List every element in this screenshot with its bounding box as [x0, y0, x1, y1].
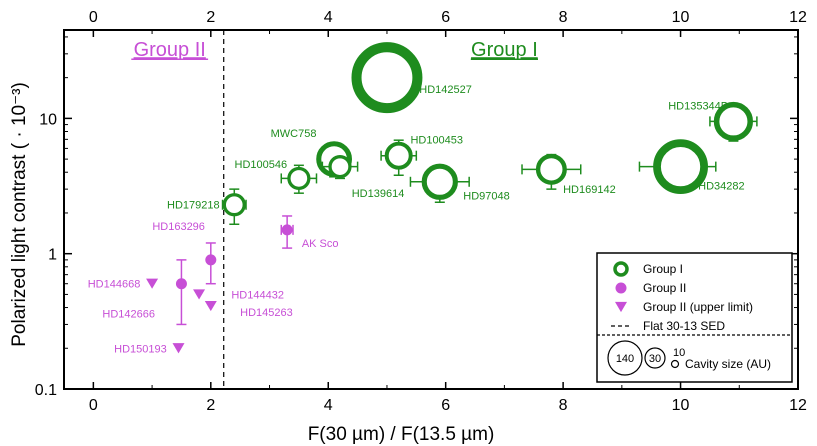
y-tick-label: 1	[48, 247, 57, 264]
series-group-i: HD142527 HD135344B HD100453 MWC758 HD139614 H…	[167, 42, 758, 226]
data-point: HD97048	[409, 163, 510, 203]
x-tick-label-top: 12	[789, 9, 807, 26]
point-label: HD100546	[235, 159, 288, 171]
point-label: HD100453	[410, 134, 463, 146]
y-axis-label: Polarized light contrast ( · 10⁻³)	[9, 82, 30, 347]
cavity-value: 30	[649, 353, 661, 365]
cavity-ring-30	[644, 347, 666, 369]
x-tick-label: 6	[441, 397, 450, 414]
data-group: HD142527 HD135344B HD100453 MWC758 HD139614 H…	[88, 42, 758, 355]
data-point: HD163296	[152, 221, 217, 285]
point-label: HD97048	[463, 190, 509, 202]
legend-entry: Group II	[615, 281, 686, 295]
cavity-value: 10	[673, 347, 685, 359]
x-tick-label: 12	[789, 397, 807, 414]
triangle-marker	[146, 278, 159, 289]
x-tick-label: 4	[324, 397, 333, 414]
triangle-marker	[204, 300, 217, 312]
ring-marker	[287, 166, 311, 191]
x-tick-label: 10	[672, 397, 690, 414]
point-label: HD179218	[167, 200, 220, 212]
point-label: HD169142	[563, 184, 616, 196]
group-title: Group I	[471, 39, 538, 61]
legend-entry: Group I	[613, 261, 683, 277]
data-point: HD144432	[193, 289, 284, 301]
ring-marker	[328, 155, 352, 179]
triangle-marker	[193, 289, 206, 300]
x-tick-label-top: 10	[672, 9, 690, 26]
plot-frame	[63, 29, 799, 390]
point-label: HD142666	[102, 309, 155, 321]
y-tick-label: 0.1	[35, 382, 57, 399]
x-tick-label-top: 6	[441, 9, 450, 26]
point-label: HD150193	[114, 343, 167, 355]
circle-marker	[205, 254, 217, 266]
point-label: HD142527	[419, 84, 472, 96]
data-point: AK Sco	[280, 215, 339, 250]
cavity-ring-140	[607, 340, 643, 376]
point-label: HD163296	[152, 221, 205, 233]
legend-label: Group II (upper limit)	[643, 300, 753, 314]
cavity-value: 140	[616, 353, 634, 365]
data-point: HD100453	[380, 134, 463, 176]
legend-entry: Flat 30-13 SED	[611, 319, 725, 333]
x-tick-label: 2	[206, 397, 215, 414]
legend-label: Group II	[643, 281, 686, 295]
triangle-marker	[172, 343, 185, 354]
point-label: AK Sco	[302, 238, 339, 250]
data-point: HD179218	[167, 188, 247, 226]
x-tick-label-top: 4	[324, 9, 333, 26]
circle-marker	[175, 278, 187, 290]
ring-marker	[421, 163, 458, 200]
x-tick-label-top: 2	[206, 9, 215, 26]
point-label: MWC758	[271, 128, 317, 140]
legend: Group I Group II Group II (upper limit) Fla…	[596, 252, 793, 383]
data-point: HD100546	[235, 159, 318, 194]
data-point: HD169142	[521, 153, 616, 196]
series-group-ii-upper-limit-: HD144668 HD144432 HD145263 HD150193	[88, 278, 293, 355]
cavity-scale-label: Cavity size (AU)	[685, 357, 771, 371]
data-point: HD139614	[321, 155, 405, 200]
point-label: HD145263	[240, 307, 293, 319]
point-label: HD144432	[231, 289, 284, 301]
axes-group: 0 0 2 2 4 4 6 6 8 8 10 10 12 12 0.1 1 10 F(30 µm) / F(13.…	[9, 9, 807, 445]
ring-marker	[384, 141, 413, 170]
legend-triangle-marker	[615, 301, 627, 313]
x-tick-label: 0	[89, 397, 98, 414]
group-title: Group II	[134, 39, 206, 61]
point-label: HD135344B	[668, 100, 728, 112]
data-point: HD145263	[204, 300, 293, 319]
data-point: HD142666	[102, 259, 187, 326]
x-axis-label: F(30 µm) / F(13.5 µm)	[308, 424, 495, 445]
point-label: HD139614	[352, 188, 405, 200]
legend-circle-marker	[615, 282, 627, 294]
ring-marker	[351, 42, 423, 114]
ring-marker	[535, 153, 567, 185]
series-group-ii: AK Sco HD163296 HD142666	[102, 215, 339, 326]
y-tick-label: 10	[39, 111, 57, 128]
point-label: HD144668	[88, 279, 141, 291]
legend-label: Flat 30-13 SED	[643, 319, 725, 333]
legend-ring-marker	[613, 261, 629, 277]
data-point: HD142527	[351, 42, 472, 114]
point-label: HD34282	[698, 180, 744, 192]
legend-entry: Group II (upper limit)	[615, 300, 753, 314]
ring-marker	[653, 139, 708, 195]
x-tick-label-top: 0	[89, 9, 98, 26]
data-point: HD150193	[114, 343, 185, 355]
circle-marker	[281, 224, 293, 236]
x-tick-label-top: 8	[559, 9, 568, 26]
ring-marker	[222, 193, 246, 217]
x-tick-label: 8	[559, 397, 568, 414]
ring-marker	[713, 101, 753, 141]
data-point: HD144668	[88, 278, 159, 291]
legend-label: Group I	[643, 262, 683, 276]
data-point: HD135344B	[668, 100, 758, 142]
cavity-ring-10	[670, 359, 680, 369]
data-point: HD34282	[638, 139, 745, 195]
